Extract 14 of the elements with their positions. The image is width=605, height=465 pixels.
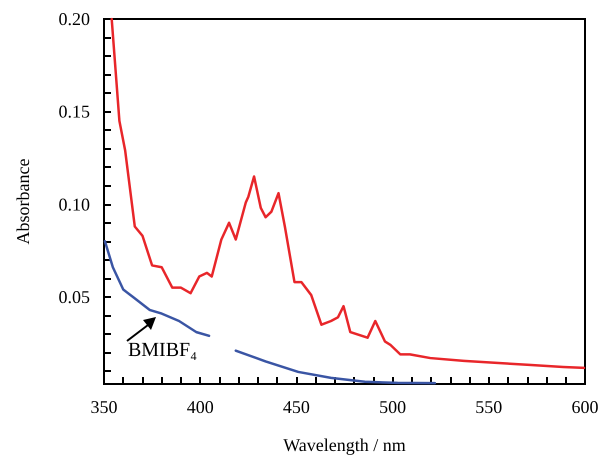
x-tick-label: 600 [572, 397, 598, 417]
x-tick-label: 400 [186, 397, 214, 417]
y-tick-label: 0.20 [58, 9, 90, 29]
x-tick-label: 350 [90, 397, 118, 417]
x-tick-label: 450 [282, 397, 310, 417]
y-tick-label: 0.05 [58, 286, 90, 307]
annotation: BMIBF₄ [128, 339, 198, 362]
y-axis-title: Absorbance [13, 158, 33, 244]
x-tick-label: 500 [379, 397, 406, 417]
x-axis-title: Wavelength / nm [283, 435, 406, 455]
y-tick-label: 0.10 [58, 194, 90, 214]
x-tick-label: 550 [475, 397, 502, 417]
line-series [110, 18, 586, 370]
y-tick-label: 0.15 [58, 102, 90, 122]
